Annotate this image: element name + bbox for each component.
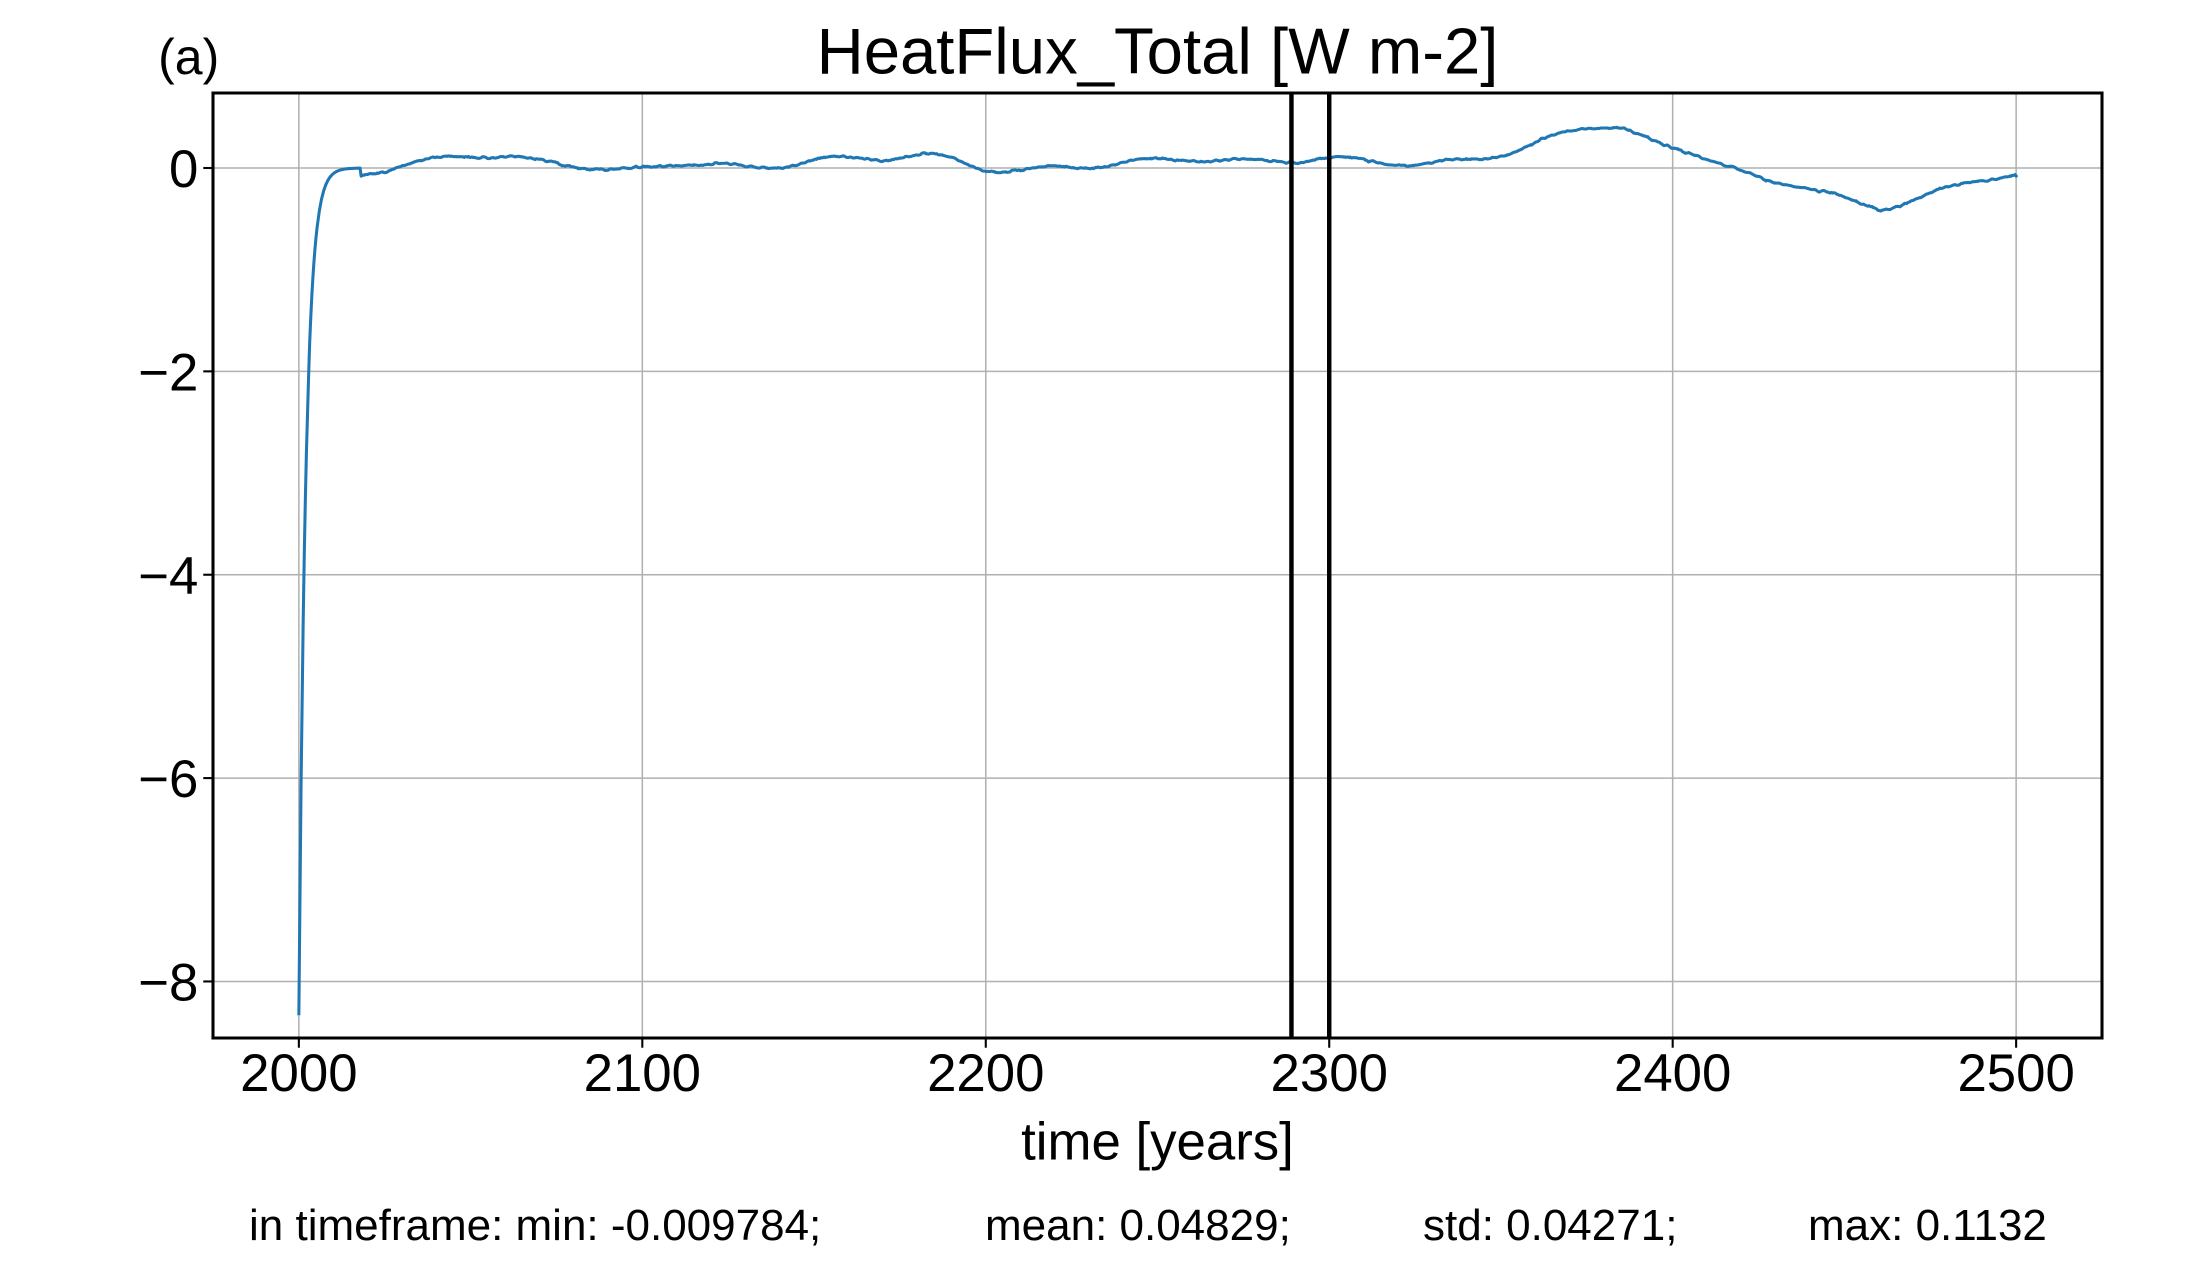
svg-text:(a): (a) [158,29,219,85]
svg-text:2500: 2500 [1957,1044,2074,1103]
svg-text:−2: −2 [138,343,198,402]
svg-text:2200: 2200 [927,1044,1044,1103]
svg-text:2000: 2000 [240,1044,357,1103]
svg-text:2400: 2400 [1614,1044,1731,1103]
svg-text:−6: −6 [138,750,198,809]
svg-text:2300: 2300 [1271,1044,1388,1103]
svg-text:HeatFlux_Total [W m-2]: HeatFlux_Total [W m-2] [817,15,1499,88]
svg-text:0: 0 [169,140,198,199]
svg-text:2100: 2100 [584,1044,701,1103]
svg-text:−4: −4 [138,547,198,606]
svg-text:time [years]: time [years] [1021,1112,1294,1171]
svg-text:−8: −8 [138,954,198,1013]
